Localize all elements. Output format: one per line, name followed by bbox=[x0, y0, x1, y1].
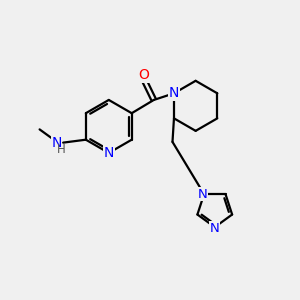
Text: H: H bbox=[57, 143, 66, 157]
Text: N: N bbox=[198, 188, 208, 201]
Text: O: O bbox=[138, 68, 149, 82]
Text: N: N bbox=[169, 86, 179, 100]
Text: N: N bbox=[51, 136, 62, 150]
Text: N: N bbox=[210, 222, 220, 235]
Text: N: N bbox=[103, 146, 114, 160]
